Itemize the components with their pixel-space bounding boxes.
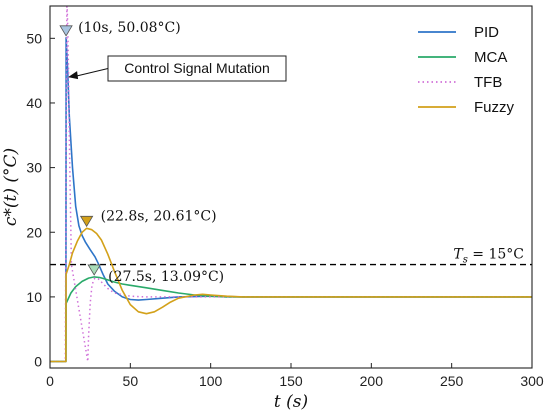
y-tick-label: 50 [26, 30, 42, 46]
legend-label-fuzzy: Fuzzy [474, 99, 515, 116]
x-tick-label: 0 [46, 373, 54, 389]
x-tick-label: 50 [123, 373, 139, 389]
annotation-box-text: Control Signal Mutation [124, 60, 270, 76]
annotation-arrowhead [68, 71, 79, 80]
annotation-arrow [75, 67, 109, 77]
x-tick-label: 100 [199, 373, 223, 389]
x-axis-label: t (s) [274, 392, 308, 412]
plot-frame [49, 5, 533, 369]
legend: PID MCA TFB Fuzzy [418, 24, 515, 116]
annotation-box: Control Signal Mutation [68, 55, 287, 82]
reference-line-layer: Ts = 15°C [50, 247, 532, 266]
markers-layer: (10s, 50.08°C) (22.8s, 20.61°C) (27.5s, 13… [59, 20, 224, 285]
peak-marker [79, 215, 94, 228]
series-line-fuzzy [50, 227, 532, 363]
legend-label-mca: MCA [474, 49, 507, 66]
legend-label-pid: PID [474, 24, 499, 41]
peak-marker-label: (27.5s, 13.09°C) [108, 269, 224, 285]
tick-marks-layer [49, 37, 533, 368]
series-layer [50, 6, 532, 363]
x-tick-label: 300 [520, 373, 544, 389]
tick-labels-layer: 0 50 100 150 200 250 300 0 10 20 30 40 50 [26, 30, 543, 389]
y-tick-label: 30 [26, 160, 42, 176]
x-tick-label: 250 [440, 373, 464, 389]
y-tick-label: 20 [26, 224, 42, 240]
peak-marker-label: (10s, 50.08°C) [78, 20, 181, 36]
peak-marker [87, 264, 101, 276]
x-tick-label: 200 [360, 373, 384, 389]
y-tick-label: 40 [26, 95, 42, 111]
peak-marker-label: (22.8s, 20.61°C) [101, 208, 217, 224]
y-tick-label: 10 [26, 289, 42, 305]
y-tick-label: 0 [34, 354, 42, 370]
y-axis-label: c*(t) (°C) [1, 148, 21, 226]
peak-marker [59, 25, 73, 37]
series-line-tfb [50, 6, 532, 363]
series-line-pid [50, 36, 532, 363]
reference-line-label: Ts = 15°C [453, 247, 524, 266]
x-tick-label: 150 [279, 373, 303, 389]
legend-label-tfb: TFB [474, 74, 502, 91]
